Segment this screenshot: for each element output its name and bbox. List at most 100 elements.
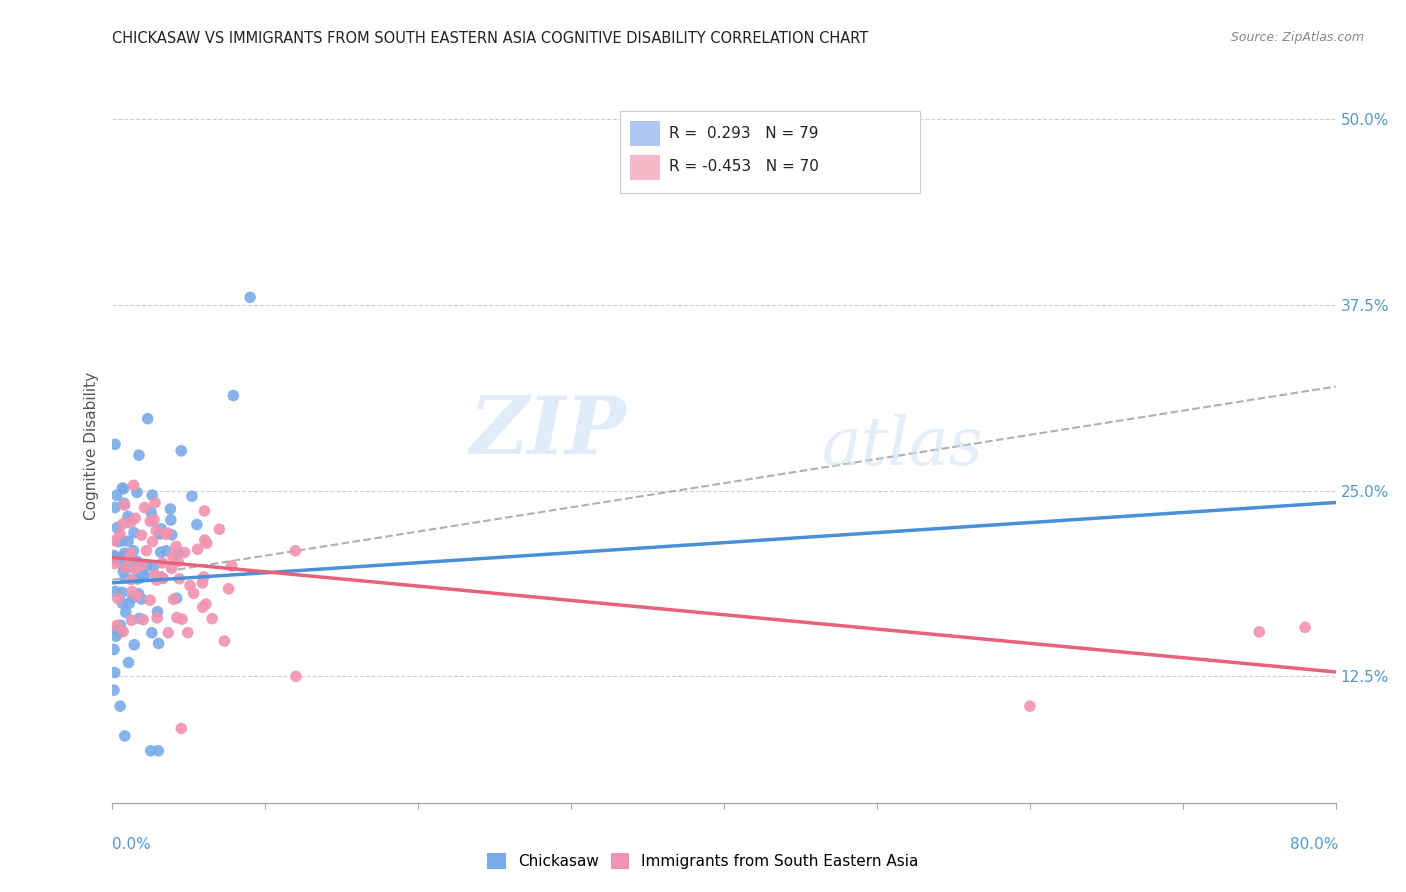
Point — [107, 624, 129, 638]
Point — [208, 522, 231, 536]
Point — [114, 546, 136, 560]
Text: R =  0.293   N = 79: R = 0.293 N = 79 — [669, 126, 818, 141]
Point — [107, 553, 129, 567]
Point — [105, 488, 128, 502]
Point — [111, 550, 134, 565]
Point — [120, 516, 142, 530]
Point — [142, 559, 165, 574]
Point — [105, 521, 128, 535]
Point — [143, 496, 166, 510]
Point — [104, 629, 127, 643]
Point — [167, 554, 190, 568]
Point — [112, 553, 135, 567]
Point — [124, 511, 146, 525]
Point — [142, 534, 165, 549]
Point — [103, 642, 125, 657]
Point — [142, 512, 165, 526]
Point — [1249, 624, 1271, 639]
Point — [107, 534, 129, 549]
Y-axis label: Cognitive Disability: Cognitive Disability — [83, 372, 98, 520]
Point — [139, 593, 162, 607]
Point — [129, 571, 152, 585]
Point — [139, 514, 162, 528]
Point — [111, 481, 134, 495]
Point — [148, 636, 170, 650]
Text: CHICKASAW VS IMMIGRANTS FROM SOUTH EASTERN ASIA COGNITIVE DISABILITY CORRELATION: CHICKASAW VS IMMIGRANTS FROM SOUTH EASTE… — [112, 31, 869, 46]
Text: 80.0%: 80.0% — [1291, 837, 1339, 852]
FancyBboxPatch shape — [630, 121, 661, 146]
Point — [146, 611, 169, 625]
Point — [139, 744, 162, 758]
Point — [173, 545, 195, 559]
Point — [131, 591, 153, 606]
Point — [152, 572, 174, 586]
FancyBboxPatch shape — [620, 111, 920, 193]
Point — [284, 543, 307, 558]
Point — [1294, 620, 1316, 634]
Point — [141, 506, 163, 520]
Point — [115, 549, 138, 564]
Point — [125, 562, 148, 576]
Point — [107, 591, 129, 606]
Text: R = -0.453   N = 70: R = -0.453 N = 70 — [669, 160, 818, 175]
Point — [120, 546, 142, 560]
Point — [150, 522, 173, 536]
Point — [284, 669, 308, 683]
Point — [155, 527, 177, 541]
Point — [145, 573, 167, 587]
Point — [218, 582, 240, 596]
Point — [121, 560, 143, 574]
Point — [132, 613, 155, 627]
Point — [127, 555, 149, 569]
Point — [128, 611, 150, 625]
Point — [114, 560, 136, 574]
FancyBboxPatch shape — [630, 155, 661, 180]
Point — [111, 516, 134, 531]
Point — [125, 589, 148, 603]
Point — [214, 634, 236, 648]
Text: Source: ZipAtlas.com: Source: ZipAtlas.com — [1230, 31, 1364, 45]
Point — [114, 729, 136, 743]
Point — [121, 613, 143, 627]
Point — [117, 656, 139, 670]
Point — [194, 533, 217, 548]
Point — [191, 600, 214, 615]
Point — [165, 540, 187, 554]
Point — [118, 596, 141, 610]
Point — [122, 525, 145, 540]
Point — [222, 388, 245, 402]
Point — [111, 597, 134, 611]
Point — [105, 618, 128, 632]
Point — [104, 500, 127, 515]
Point — [134, 500, 156, 515]
Point — [186, 517, 208, 532]
Point — [114, 571, 136, 585]
Point — [125, 485, 148, 500]
Point — [117, 509, 139, 524]
Point — [112, 565, 135, 579]
Point — [108, 625, 131, 640]
Point — [193, 570, 215, 584]
Point — [194, 597, 217, 611]
Point — [148, 744, 170, 758]
Point — [170, 722, 193, 736]
Point — [187, 542, 209, 557]
Point — [156, 525, 179, 540]
Point — [103, 552, 125, 566]
Point — [239, 290, 262, 304]
Point — [127, 572, 149, 586]
Point — [131, 528, 153, 542]
Point — [221, 558, 243, 573]
Point — [104, 584, 127, 599]
Point — [170, 443, 193, 458]
Point — [143, 567, 166, 582]
Point — [169, 572, 191, 586]
Point — [177, 625, 200, 640]
Point — [112, 482, 135, 496]
Point — [104, 557, 127, 571]
Point — [141, 488, 163, 502]
Point — [103, 549, 125, 563]
Point — [155, 543, 177, 558]
Point — [110, 618, 132, 632]
Point — [162, 592, 184, 607]
